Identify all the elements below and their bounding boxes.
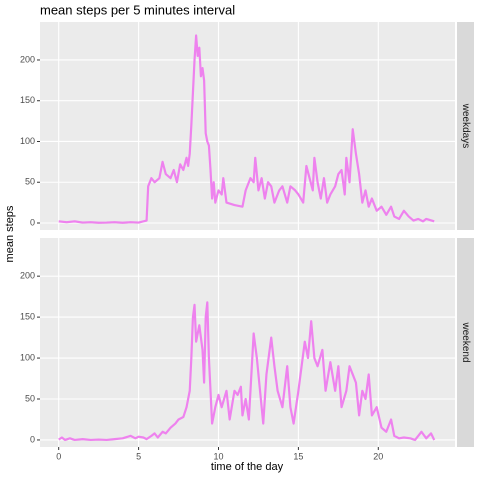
y-tick-label: 0 [30,434,35,444]
y-tick-label: 0 [30,217,35,227]
y-tick-label: 100 [20,136,35,146]
y-tick-label: 100 [20,352,35,362]
chart-title: mean steps per 5 minutes interval [40,2,235,17]
y-tick-label: 50 [25,177,35,187]
y-tick-label: 150 [20,311,35,321]
y-tick-label: 200 [20,54,35,64]
strip-label: weekend [460,321,471,362]
x-tick-label: 10 [213,451,223,461]
strip-background [457,238,474,447]
x-tick-label: 0 [56,451,61,461]
x-tick-label: 15 [293,451,303,461]
x-axis-label: time of the day [211,461,284,473]
panel-background [40,22,455,230]
y-tick-label: 150 [20,95,35,105]
x-tick-label: 20 [373,451,383,461]
y-axis-label: mean steps [4,205,16,262]
y-tick-label: 50 [25,393,35,403]
x-tick-label: 5 [136,451,141,461]
strip-label: weekdays [460,103,471,148]
data-line [58,34,435,224]
strip-background [457,22,474,230]
y-tick-label: 200 [20,271,35,281]
data-line [58,301,436,442]
